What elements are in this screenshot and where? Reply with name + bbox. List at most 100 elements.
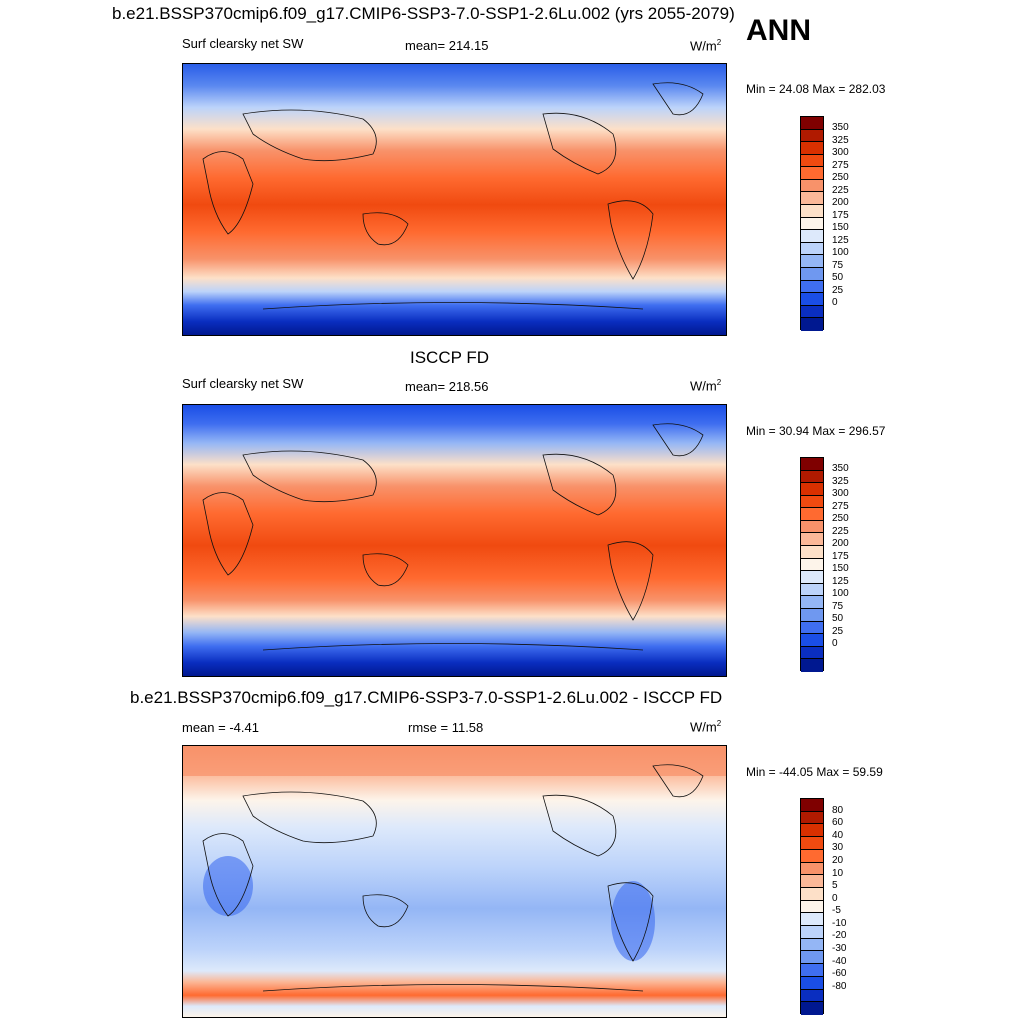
colorbar-tick-label: 125 bbox=[832, 234, 849, 246]
colorbar-tick-label: 0 bbox=[832, 297, 838, 309]
colorbar-tick-label: 75 bbox=[832, 259, 844, 271]
colorbar-swatch bbox=[801, 659, 823, 672]
colorbar-swatch bbox=[801, 142, 823, 155]
colorbar-tick-label: 125 bbox=[832, 575, 849, 587]
colorbar-swatch bbox=[801, 976, 823, 990]
colorbar-tick-label: 175 bbox=[832, 550, 849, 562]
obs-variable-label: Surf clearsky net SW bbox=[182, 376, 304, 391]
colorbar-tick-label: -30 bbox=[832, 943, 847, 955]
colorbar-tick-label: 250 bbox=[832, 172, 849, 184]
colorbar-tick-label: 275 bbox=[832, 500, 849, 512]
colorbar-swatch bbox=[801, 495, 823, 509]
model-minmax-label: Min = 24.08 Max = 282.03 bbox=[746, 82, 886, 96]
colorbar-tick-label: 20 bbox=[832, 854, 844, 866]
colorbar-swatch bbox=[801, 900, 823, 914]
colorbar-swatch bbox=[801, 546, 823, 559]
model-map-field bbox=[183, 64, 726, 335]
colorbar-swatch bbox=[801, 508, 823, 521]
obs-map-field bbox=[183, 405, 726, 676]
colorbar-swatch bbox=[801, 621, 823, 635]
colorbar-tick-label: -5 bbox=[832, 905, 841, 917]
colorbar-tick-label: 5 bbox=[832, 880, 838, 892]
colorbar-swatch bbox=[801, 596, 823, 609]
colorbar-tick-label: 275 bbox=[832, 159, 849, 171]
colorbar-tick-label: 75 bbox=[832, 600, 844, 612]
colorbar-tick-label: 10 bbox=[832, 867, 844, 879]
diff-mean-label: mean = -4.41 bbox=[182, 720, 259, 735]
colorbar-swatch bbox=[801, 608, 823, 622]
colorbar-tick-label: 175 bbox=[832, 209, 849, 221]
colorbar-tick-label: 0 bbox=[832, 638, 838, 650]
colorbar-swatch bbox=[801, 520, 823, 534]
colorbar-tick-label: 250 bbox=[832, 513, 849, 525]
colorbar-tick-label: 40 bbox=[832, 829, 844, 841]
colorbar-swatch bbox=[801, 849, 823, 863]
colorbar-tick-label: 0 bbox=[832, 892, 838, 904]
colorbar-tick-label: 350 bbox=[832, 122, 849, 134]
colorbar-tick-label: 325 bbox=[832, 134, 849, 146]
colorbar-swatch bbox=[801, 824, 823, 838]
obs-panel-title: ISCCP FD bbox=[410, 348, 490, 367]
colorbar-tick-label: 350 bbox=[832, 463, 849, 475]
obs-minmax-label: Min = 30.94 Max = 296.57 bbox=[746, 424, 886, 438]
colorbar-swatch bbox=[801, 267, 823, 281]
colorbar-swatch bbox=[801, 154, 823, 168]
colorbar-tick-label: 150 bbox=[832, 222, 849, 234]
diff-rmse-label: rmse = 11.58 bbox=[408, 720, 484, 735]
colorbar-swatch bbox=[801, 217, 823, 231]
colorbar-swatch bbox=[801, 280, 823, 294]
colorbar-tick-label: -40 bbox=[832, 955, 847, 967]
colorbar-tick-label: 150 bbox=[832, 563, 849, 575]
colorbar-tick-label: 200 bbox=[832, 197, 849, 209]
colorbar-swatch bbox=[801, 129, 823, 143]
colorbar-tick-label: 30 bbox=[832, 842, 844, 854]
colorbar-swatch bbox=[801, 1002, 823, 1015]
colorbar-tick-label: 50 bbox=[832, 272, 844, 284]
colorbar-tick-label: 25 bbox=[832, 625, 844, 637]
colorbar-tick-label: 25 bbox=[832, 284, 844, 296]
diff-map-field bbox=[183, 746, 726, 1017]
colorbar-swatch bbox=[801, 583, 823, 597]
colorbar-tick-label: -20 bbox=[832, 930, 847, 942]
colorbar-swatch bbox=[801, 913, 823, 927]
colorbar-tick-label: 100 bbox=[832, 588, 849, 600]
colorbar-tick-label: -10 bbox=[832, 917, 847, 929]
colorbar-swatch bbox=[801, 230, 823, 243]
colorbar-swatch bbox=[801, 205, 823, 218]
model-map bbox=[182, 63, 727, 336]
colorbar-tick-label: 50 bbox=[832, 613, 844, 625]
colorbar-tick-label: -80 bbox=[832, 980, 847, 992]
colorbar-swatch bbox=[801, 634, 823, 647]
colorbar-swatch bbox=[801, 875, 823, 888]
colorbar-tick-label: 325 bbox=[832, 475, 849, 487]
colorbar-tick-label: 300 bbox=[832, 488, 849, 500]
colorbar-swatch bbox=[801, 242, 823, 256]
model-colorbar bbox=[800, 116, 824, 331]
colorbar-swatch bbox=[801, 483, 823, 496]
diff-minmax-label: Min = -44.05 Max = 59.59 bbox=[746, 765, 883, 779]
colorbar-tick-label: 80 bbox=[832, 804, 844, 816]
colorbar-swatch bbox=[801, 989, 823, 1003]
colorbar-tick-label: 225 bbox=[832, 525, 849, 537]
model-variable-label: Surf clearsky net SW bbox=[182, 36, 304, 51]
colorbar-tick-label: 200 bbox=[832, 538, 849, 550]
obs-colorbar bbox=[800, 457, 824, 672]
diff-units-label: W/m2 bbox=[690, 719, 722, 735]
model-mean-label: mean= 214.15 bbox=[405, 38, 489, 53]
obs-map bbox=[182, 404, 727, 677]
colorbar-swatch bbox=[801, 117, 823, 130]
colorbar-swatch bbox=[801, 938, 823, 952]
colorbar-tick-label: -60 bbox=[832, 968, 847, 980]
colorbar-tick-label: 225 bbox=[832, 184, 849, 196]
model-panel-title: b.e21.BSSP370cmip6.f09_g17.CMIP6-SSP3-7.… bbox=[112, 4, 735, 23]
colorbar-swatch bbox=[801, 458, 823, 471]
diff-map bbox=[182, 745, 727, 1018]
colorbar-tick-label: 100 bbox=[832, 247, 849, 259]
colorbar-swatch bbox=[801, 255, 823, 268]
colorbar-swatch bbox=[801, 646, 823, 660]
colorbar-swatch bbox=[801, 799, 823, 812]
obs-units-label: W/m2 bbox=[690, 378, 722, 394]
colorbar-swatch bbox=[801, 470, 823, 484]
colorbar-swatch bbox=[801, 179, 823, 193]
colorbar-swatch bbox=[801, 558, 823, 572]
